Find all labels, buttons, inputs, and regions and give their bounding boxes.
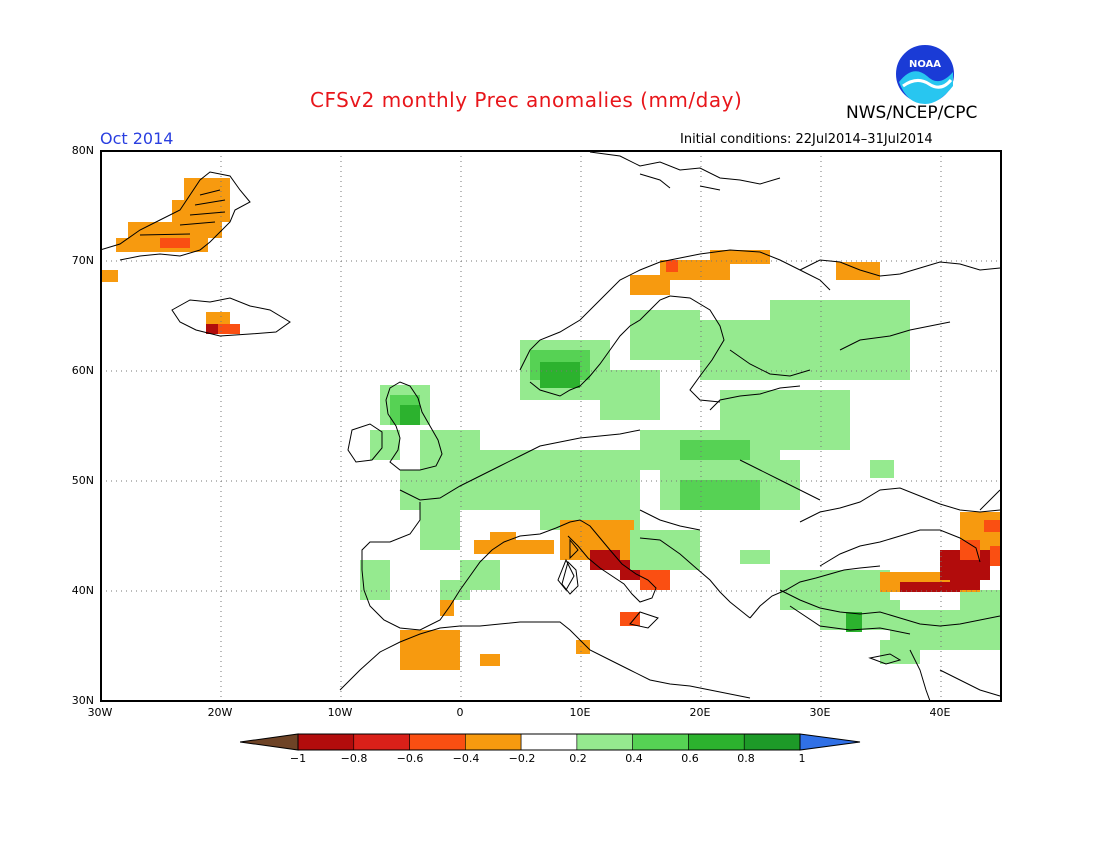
- colorbar-label: −0.4: [452, 752, 480, 765]
- lon-label: 20W: [207, 706, 233, 719]
- colorbar-cell: [743, 733, 801, 751]
- org-label: NWS/NCEP/CPC: [846, 103, 978, 123]
- lat-label: 60N: [71, 364, 94, 377]
- colorbar-arrow-right: [799, 733, 861, 751]
- lon-label: 40E: [929, 706, 951, 719]
- colorbar-label: −0.8: [340, 752, 368, 765]
- colorbar-label: 0.4: [625, 752, 643, 765]
- colorbar: [239, 733, 862, 757]
- map-panel: [99, 150, 1002, 706]
- colorbar-cell: [409, 733, 466, 751]
- colorbar-cell: [353, 733, 410, 751]
- anomaly-cells: [100, 178, 1000, 670]
- colorbar-label: 0.2: [569, 752, 587, 765]
- colorbar-label: −1: [289, 752, 307, 765]
- colorbar-cell: [576, 733, 633, 751]
- colorbar-label: −0.2: [508, 752, 536, 765]
- colorbar-cell: [297, 733, 355, 751]
- lat-label: 80N: [71, 144, 94, 157]
- colorbar-label: −0.6: [396, 752, 424, 765]
- colorbar-cell: [520, 733, 578, 751]
- noaa-logo: NOAA: [893, 42, 957, 106]
- colorbar-label: 0.8: [737, 752, 755, 765]
- lon-label: 20E: [689, 706, 711, 719]
- lat-label: 50N: [71, 474, 94, 487]
- colorbar-label: 1: [798, 752, 806, 765]
- lat-label: 30N: [71, 694, 94, 707]
- colorbar-label: 0.6: [681, 752, 699, 765]
- colorbar-cell: [632, 733, 689, 751]
- lat-label: 70N: [71, 254, 94, 267]
- lon-label: 30W: [87, 706, 113, 719]
- colorbar-cell: [688, 733, 745, 751]
- lon-label: 10E: [569, 706, 591, 719]
- initial-conditions: Initial conditions: 22Jul2014–31Jul2014: [680, 132, 933, 147]
- noaa-logo-text: NOAA: [909, 59, 941, 70]
- lon-label: 30E: [809, 706, 831, 719]
- colorbar-arrow-left: [239, 733, 299, 751]
- colorbar-cell: [465, 733, 522, 751]
- coastlines: [99, 151, 1001, 702]
- graticule: [101, 151, 1001, 701]
- forecast-month: Oct 2014: [100, 129, 174, 148]
- lon-label: 0: [456, 706, 464, 719]
- map-frame: [100, 150, 1002, 702]
- lon-label: 10W: [327, 706, 353, 719]
- lat-label: 40N: [71, 584, 94, 597]
- map-title: CFSv2 monthly Prec anomalies (mm/day): [310, 88, 743, 112]
